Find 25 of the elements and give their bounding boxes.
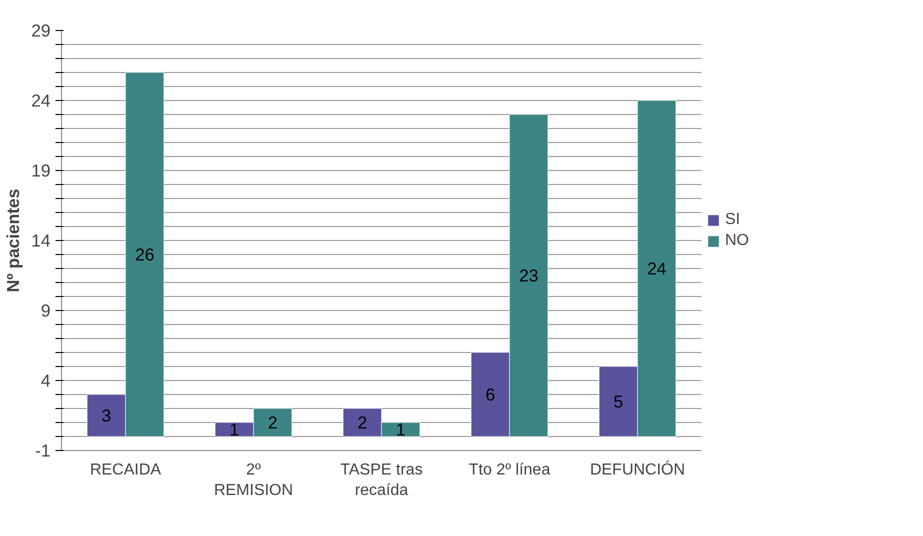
data-label: 26 — [135, 244, 154, 264]
data-label: 23 — [519, 266, 538, 286]
data-label: 24 — [647, 258, 667, 278]
data-label: 5 — [613, 392, 624, 412]
x-tick-label: Tto 2º línea — [468, 462, 550, 478]
y-tick-label: -1 — [35, 440, 51, 460]
y-tick-label: 4 — [40, 370, 51, 390]
x-tick-label: DEFUNCIÓN — [590, 460, 686, 478]
data-label: 1 — [396, 420, 406, 440]
data-label: 2 — [268, 412, 278, 432]
x-tick-label: TASPE tras recaída — [340, 462, 423, 499]
y-tick-label: 24 — [31, 90, 51, 110]
x-tick-label: RECAIDA — [90, 462, 162, 478]
y-axis-title: Nº pacientes — [3, 188, 24, 292]
legend-label: SI — [725, 211, 742, 229]
y-tick-label: 9 — [40, 300, 51, 320]
data-label: 3 — [101, 406, 112, 426]
data-label: 1 — [229, 420, 240, 440]
y-tick-label: 19 — [31, 160, 51, 180]
data-label: 2 — [357, 412, 368, 432]
data-label: 6 — [485, 384, 496, 404]
x-tick-label: 2º REMISION — [214, 462, 294, 499]
y-tick-label: 29 — [31, 20, 51, 40]
legend-label: NO — [725, 232, 750, 250]
y-tick-label: 14 — [31, 230, 51, 250]
